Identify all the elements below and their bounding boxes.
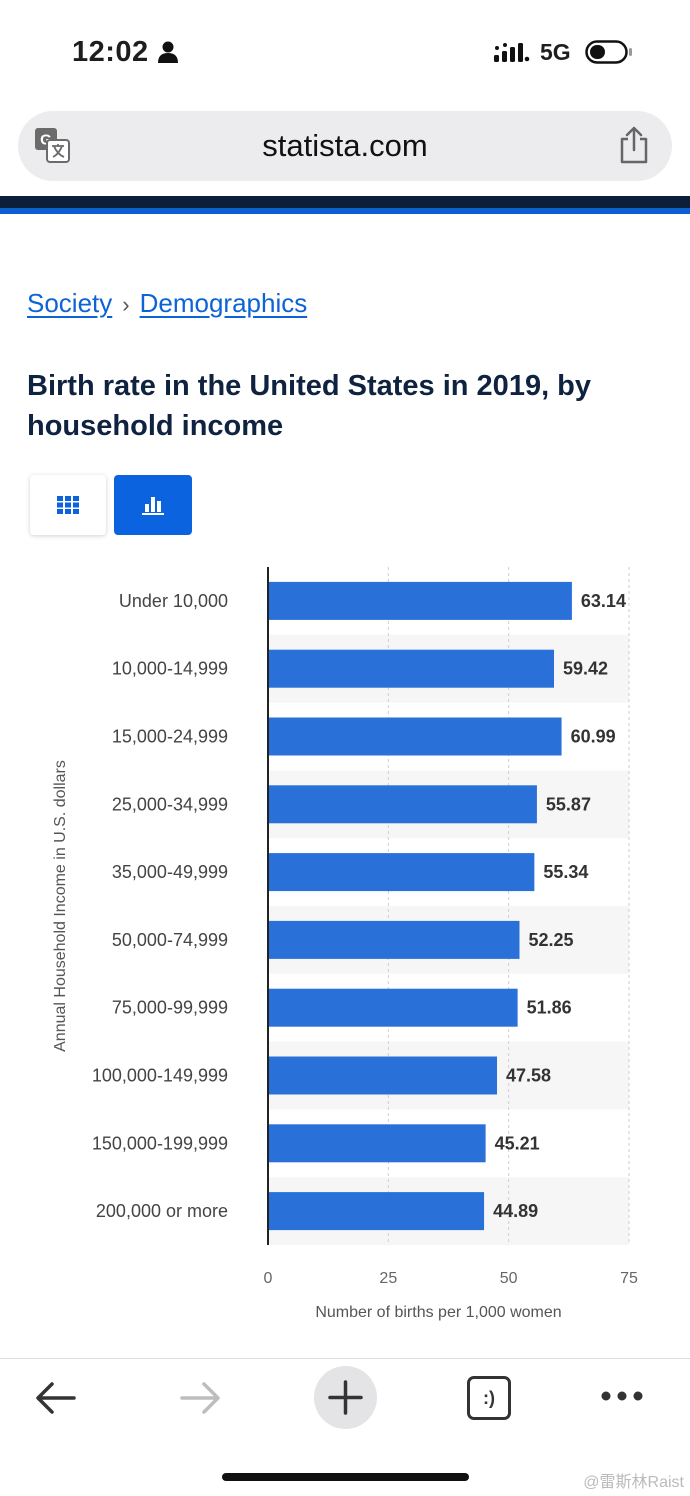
x-tick-label: 50 [500, 1270, 518, 1287]
bar-value-label: 55.87 [546, 794, 591, 814]
bar[interactable] [269, 853, 535, 892]
url-text[interactable]: statista.com [262, 128, 428, 163]
category-label: 50,000-74,999 [112, 930, 228, 950]
bar-value-label: 45.21 [495, 1133, 540, 1153]
breadcrumb-separator: › [122, 292, 130, 317]
plus-icon [328, 1380, 363, 1415]
new-tab-button[interactable] [314, 1366, 377, 1429]
bar[interactable] [269, 649, 555, 688]
table-view-button[interactable] [30, 475, 106, 535]
bar-value-label: 51.86 [527, 998, 572, 1018]
back-icon[interactable] [34, 1380, 78, 1416]
bar-value-label: 63.14 [581, 591, 626, 611]
category-label: 150,000-199,999 [92, 1133, 228, 1153]
bar[interactable] [269, 988, 518, 1027]
translate-icon[interactable]: G [34, 127, 70, 163]
more-icon[interactable] [600, 1388, 644, 1404]
x-tick-label: 75 [620, 1270, 638, 1287]
forward-icon[interactable] [178, 1380, 222, 1416]
category-label: 35,000-49,999 [112, 862, 228, 882]
address-bar[interactable]: G statista.com [18, 111, 672, 181]
category-label: 75,000-99,999 [112, 998, 228, 1018]
x-axis-title: Number of births per 1,000 women [315, 1304, 561, 1321]
bar-value-label: 52.25 [528, 930, 573, 950]
network-type: 5G [540, 39, 571, 65]
share-icon[interactable] [618, 126, 650, 164]
bar[interactable] [269, 1124, 486, 1163]
bar[interactable] [269, 1056, 498, 1095]
bar-chart-icon [142, 497, 164, 515]
category-label: 200,000 or more [96, 1201, 228, 1221]
bar-value-label: 59.42 [563, 659, 608, 679]
home-indicator [222, 1473, 469, 1481]
bar[interactable] [269, 717, 562, 756]
tabs-button[interactable]: :) [467, 1376, 511, 1420]
breadcrumb: Society › Demographics [27, 288, 307, 319]
site-header-accent [0, 208, 690, 214]
bar-value-label: 60.99 [571, 727, 616, 747]
bar-chart: 63.14 Under 10,000 59.42 10,000-14,999 60.99… [52, 567, 638, 1321]
battery-icon [585, 40, 632, 64]
page-title: Birth rate in the United States in 2019,… [27, 370, 592, 442]
bar-value-label: 44.89 [493, 1201, 538, 1221]
breadcrumb-society[interactable]: Society [27, 288, 113, 318]
y-axis-title: Annual Household Income in U.S. dollars [52, 760, 69, 1052]
category-label: 10,000-14,999 [112, 659, 228, 679]
category-label: 25,000-34,999 [112, 794, 228, 814]
bar[interactable] [269, 920, 520, 959]
category-label: 100,000-149,999 [92, 1066, 228, 1086]
bar-value-label: 47.58 [506, 1066, 551, 1086]
site-header-strip [0, 196, 690, 210]
toolbar-divider [0, 1358, 690, 1359]
watermark: @雷斯林Raist [583, 1474, 684, 1491]
bar-value-label: 55.34 [543, 862, 588, 882]
bar[interactable] [269, 1192, 485, 1231]
person-icon [158, 41, 178, 63]
category-label: 15,000-24,999 [112, 727, 228, 747]
svg-text:G: G [40, 132, 52, 149]
grid-icon [57, 496, 79, 514]
status-time: 12:02 [72, 36, 149, 68]
x-tick-label: 25 [379, 1270, 397, 1287]
category-label: Under 10,000 [119, 591, 228, 611]
chart-view-button[interactable] [114, 475, 192, 535]
x-tick-label: 0 [264, 1270, 273, 1287]
bar[interactable] [269, 785, 537, 824]
breadcrumb-demographics[interactable]: Demographics [139, 288, 308, 318]
signal-icon [494, 43, 530, 62]
bar[interactable] [269, 581, 572, 620]
